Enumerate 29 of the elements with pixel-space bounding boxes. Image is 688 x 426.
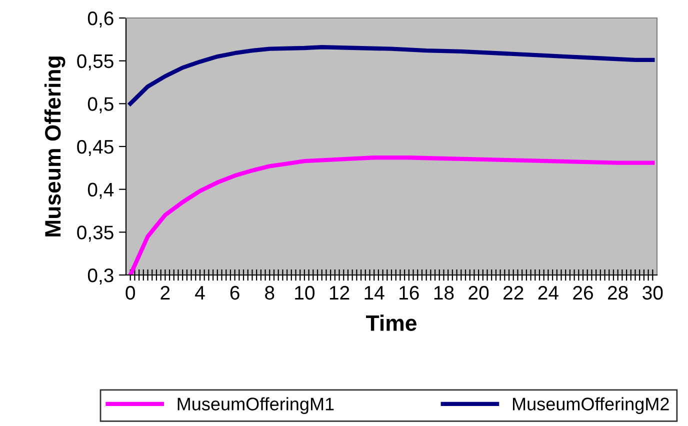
y-tick-label: 0,3 [88,268,114,285]
y-tick-label: 0,6 [88,11,114,28]
x-tick-label: 30 [642,286,663,300]
y-tick-label: 0,5 [88,97,114,114]
x-tick-label: 18 [434,286,454,300]
x-tick-label: 8 [265,286,274,300]
x-tick-label: 28 [608,286,628,300]
line-series [128,45,655,106]
x-tick-label: 26 [573,286,593,300]
y-axis-title: Museum Offering [44,56,66,236]
x-tick-label: 0 [126,286,135,300]
x-tick-label: 20 [468,286,489,300]
x-tick-label: 4 [195,286,205,300]
y-tick-label: 0,35 [77,226,114,242]
x-tick-label: 16 [400,286,419,300]
legend-label: MuseumOfferingM1 [178,397,334,414]
x-tick-label: 22 [504,286,524,300]
line-series [128,156,655,275]
x-axis-title: Time [366,314,416,331]
y-tick-label: 0,4 [88,182,114,199]
x-tick-label: 2 [160,286,170,300]
legend-label: MuseumOfferingM2 [512,397,669,414]
y-tick-label: 0,55 [77,54,114,70]
x-tick-label: 10 [295,286,315,300]
x-tick-label: 24 [538,286,558,300]
x-tick-label: 14 [364,286,384,300]
y-tick-label: 0,45 [77,140,114,156]
x-tick-label: 6 [230,286,240,300]
x-tick-label: 12 [330,286,350,300]
